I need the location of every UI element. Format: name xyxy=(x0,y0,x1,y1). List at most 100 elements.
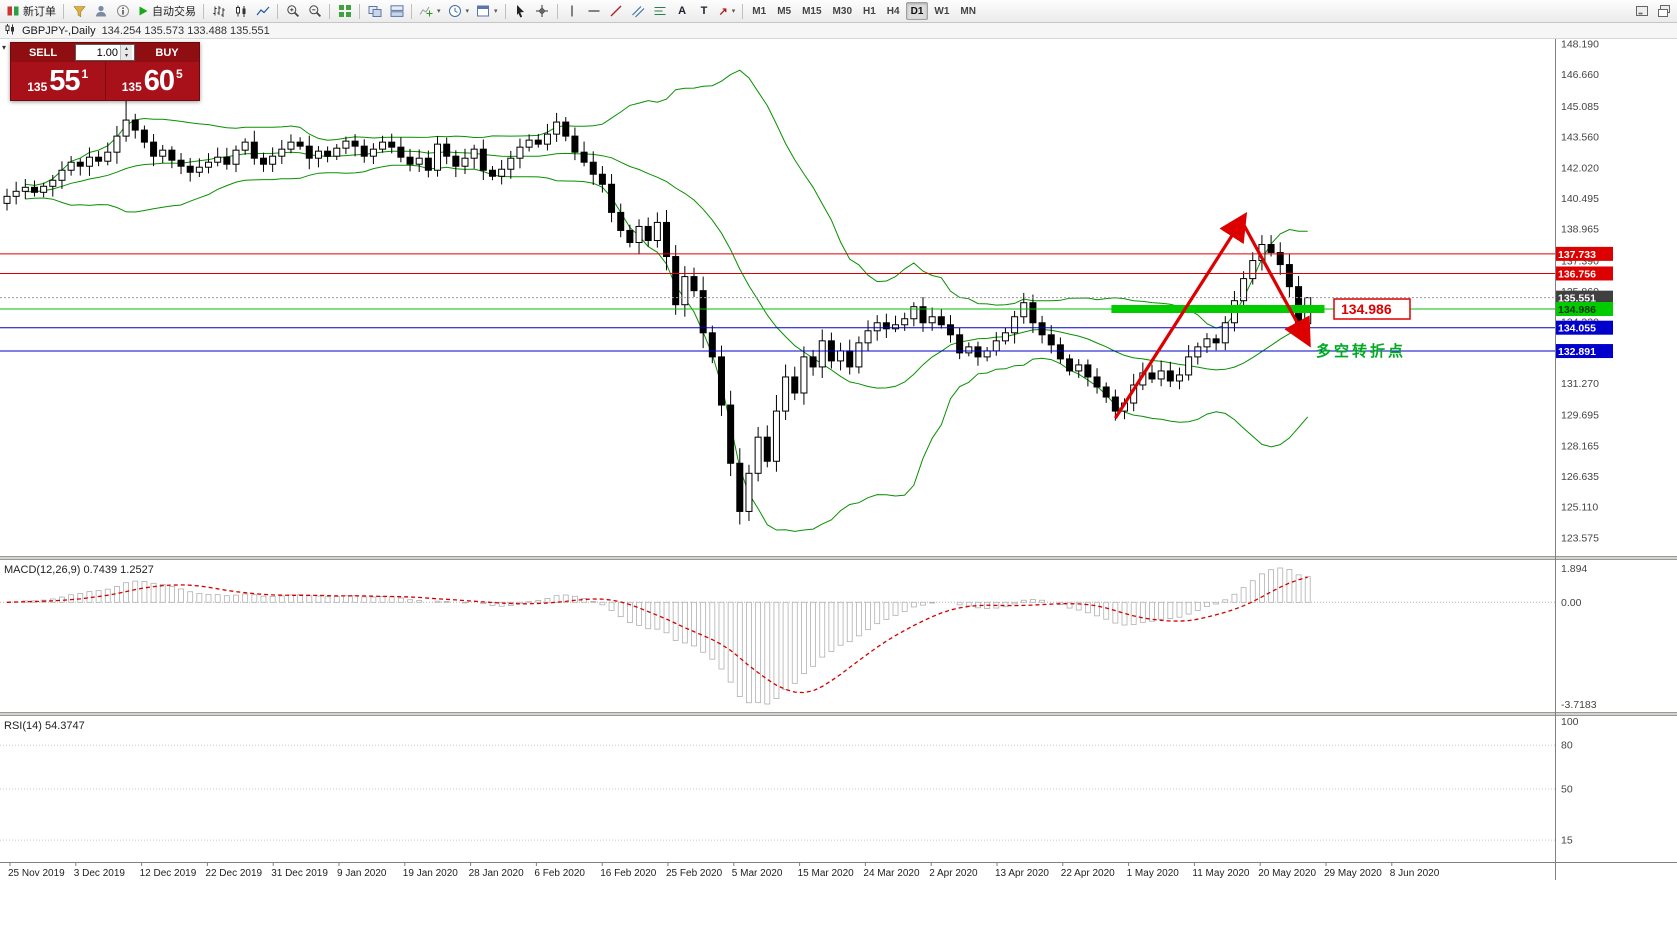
sell-price-big: 55 xyxy=(49,65,80,97)
auto-trading-label: 自动交易 xyxy=(152,6,196,18)
svg-text:145.085: 145.085 xyxy=(1561,101,1599,113)
svg-text:80: 80 xyxy=(1561,740,1573,752)
svg-text:148.190: 148.190 xyxy=(1561,39,1599,51)
svg-text:0.00: 0.00 xyxy=(1561,597,1582,609)
timeframe-button-MN[interactable]: MN xyxy=(960,5,976,17)
svg-text:28 Jan 2020: 28 Jan 2020 xyxy=(469,868,524,879)
timeframe-button-H4[interactable]: H4 xyxy=(886,5,900,17)
main-toolbar: 新订单 自动交易 ▾ ▾ ▾ A T ↗ ▾ M1 M5 M15 M30 H1 H4 D1 W1… xyxy=(0,0,1677,23)
volume-down-icon[interactable]: ▾ xyxy=(124,52,128,59)
buy-price[interactable]: 135 60 5 xyxy=(106,62,200,100)
volume-spin: ▴ ▾ xyxy=(120,45,132,60)
arrow-tools-button[interactable]: ↗ ▾ xyxy=(716,1,739,21)
svg-text:RSI(14) 54.3747: RSI(14) 54.3747 xyxy=(4,720,85,732)
restore-chart-icon[interactable] xyxy=(1653,1,1674,21)
funnel-icon[interactable] xyxy=(68,1,89,21)
chevron-down-icon: ▾ xyxy=(731,8,736,15)
arrange-windows-icon[interactable] xyxy=(386,1,407,21)
svg-text:MACD(12,26,9) 0.7439 1.2527: MACD(12,26,9) 0.7439 1.2527 xyxy=(4,564,154,576)
price-tag xyxy=(1555,266,1613,281)
tile-windows-icon[interactable] xyxy=(334,1,355,21)
sell-price-prefix: 135 xyxy=(27,80,48,94)
timeframe-button-M5[interactable]: M5 xyxy=(777,5,792,17)
minimize-chart-icon[interactable] xyxy=(1631,1,1652,21)
bar-chart-icon[interactable] xyxy=(208,1,229,21)
chart-ohlc-values: 134.254 135.573 133.488 135.551 xyxy=(101,24,270,37)
one-click-trading-panel: SELL ▴ ▾ BUY 135 55 1 135 60 5 xyxy=(10,42,200,101)
svg-text:128.165: 128.165 xyxy=(1561,440,1599,452)
price-axis: 148.190 146.660 145.085 143.560 142.020 140.4… xyxy=(1555,39,1613,545)
timeframe-button-M30[interactable]: M30 xyxy=(832,5,852,17)
indicators-icon xyxy=(419,4,433,18)
sell-price-sup: 1 xyxy=(81,67,89,81)
text-tool-icon[interactable]: A xyxy=(678,5,687,17)
timeframe-group: M1 M5 M15 M30 H1 H4 D1 W1 MN xyxy=(747,2,981,20)
vertical-line-icon[interactable] xyxy=(562,1,583,21)
cursor-icon[interactable] xyxy=(510,1,531,21)
auto-trading-button[interactable]: 自动交易 xyxy=(134,1,199,21)
svg-text:25 Nov 2019: 25 Nov 2019 xyxy=(8,868,65,879)
timeframe-button-M15[interactable]: M15 xyxy=(802,5,822,17)
template-icon xyxy=(476,4,490,18)
svg-text:16 Feb 2020: 16 Feb 2020 xyxy=(600,868,657,879)
svg-text:20 May 2020: 20 May 2020 xyxy=(1258,868,1316,879)
label-tool-icon[interactable]: T xyxy=(700,5,708,17)
timeframe-button-D1[interactable]: D1 xyxy=(905,2,929,20)
svg-text:138.965: 138.965 xyxy=(1561,224,1599,236)
trend-arrows[interactable] xyxy=(1114,212,1311,419)
chart-area[interactable]: 134.986 多空转折点 148.190 146.660 145.085 143.560… xyxy=(0,39,1677,944)
svg-text:126.635: 126.635 xyxy=(1561,471,1599,483)
timeframe-button-W1[interactable]: W1 xyxy=(934,5,950,17)
periods-button[interactable]: ▾ xyxy=(445,1,473,21)
macd-panel: MACD(12,26,9) 0.7439 1.2527 1.894 0.00 -3.7… xyxy=(0,563,1597,711)
svg-text:143.560: 143.560 xyxy=(1561,131,1599,143)
svg-text:15: 15 xyxy=(1561,835,1573,847)
profile-icon[interactable] xyxy=(90,1,111,21)
sell-button[interactable]: SELL xyxy=(11,43,75,62)
svg-text:8 Jun 2020: 8 Jun 2020 xyxy=(1390,868,1440,879)
svg-text:31 Dec 2019: 31 Dec 2019 xyxy=(271,868,328,879)
svg-text:123.575: 123.575 xyxy=(1561,533,1599,545)
timeframe-button-M1[interactable]: M1 xyxy=(752,5,767,17)
timeframe-button-H1[interactable]: H1 xyxy=(863,5,876,17)
price-tag xyxy=(1555,320,1613,335)
buy-price-sup: 5 xyxy=(176,67,183,81)
svg-text:2 Apr 2020: 2 Apr 2020 xyxy=(929,868,978,879)
channel-icon[interactable] xyxy=(628,1,649,21)
clock-icon xyxy=(448,4,462,18)
new-order-button[interactable]: 新订单 xyxy=(3,1,59,21)
chevron-down-icon: ▾ xyxy=(494,8,498,15)
templates-button[interactable]: ▾ xyxy=(473,1,501,21)
chevron-down-icon: ▾ xyxy=(437,8,441,15)
new-order-label: 新订单 xyxy=(23,6,56,18)
fibonacci-icon[interactable] xyxy=(650,1,671,21)
turning-point-annotation[interactable]: 多空转折点 xyxy=(1316,342,1406,360)
zoom-in-icon[interactable] xyxy=(282,1,303,21)
svg-text:146.660: 146.660 xyxy=(1561,69,1599,81)
buy-price-big: 60 xyxy=(143,65,175,97)
cascade-windows-icon[interactable] xyxy=(364,1,385,21)
svg-text:131.270: 131.270 xyxy=(1561,378,1599,390)
svg-text:136.756: 136.756 xyxy=(1558,268,1596,280)
volume-up-icon[interactable]: ▴ xyxy=(124,45,128,52)
indicators-button[interactable]: ▾ xyxy=(416,1,444,21)
info-icon[interactable] xyxy=(112,1,133,21)
svg-text:137.733: 137.733 xyxy=(1558,249,1596,261)
svg-text:12 Dec 2019: 12 Dec 2019 xyxy=(140,868,197,879)
horizontal-line-icon[interactable] xyxy=(584,1,605,21)
svg-text:13 Apr 2020: 13 Apr 2020 xyxy=(995,868,1049,879)
zoom-out-icon[interactable] xyxy=(304,1,325,21)
volume-input[interactable] xyxy=(76,45,120,60)
candle-chart-icon[interactable] xyxy=(230,1,251,21)
one-click-collapse-icon[interactable]: ▾ xyxy=(2,43,7,52)
svg-text:3 Dec 2019: 3 Dec 2019 xyxy=(74,868,126,879)
line-chart-icon[interactable] xyxy=(252,1,273,21)
sell-price[interactable]: 135 55 1 xyxy=(11,62,106,100)
buy-button[interactable]: BUY xyxy=(135,43,199,62)
green-support-zone[interactable]: 134.986 xyxy=(1111,298,1411,320)
volume-stepper: ▴ ▾ xyxy=(75,44,135,61)
svg-text:140.495: 140.495 xyxy=(1561,193,1599,205)
svg-text:125.110: 125.110 xyxy=(1561,502,1598,514)
trendline-icon[interactable] xyxy=(606,1,627,21)
crosshair-icon[interactable] xyxy=(532,1,553,21)
